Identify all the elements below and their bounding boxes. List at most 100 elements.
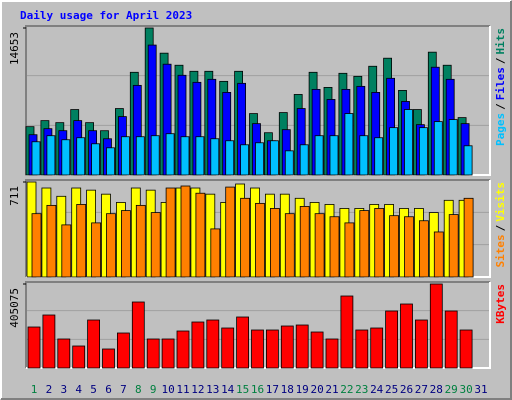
chart-title: Daily usage for April 2023 [20, 9, 192, 22]
x-tick-label: 10 [161, 383, 174, 396]
panel-bevel-dark [25, 281, 490, 368]
bar [91, 143, 100, 176]
bar [255, 202, 265, 278]
bar [210, 138, 220, 176]
x-tick-label: 16 [251, 383, 264, 396]
legend-separator: / [494, 57, 507, 64]
bar [61, 224, 72, 278]
bar [87, 319, 100, 369]
x-tick-label: 3 [60, 383, 67, 396]
bar [46, 135, 56, 176]
x-tick-label: 23 [355, 383, 368, 396]
x-tick-label: 1 [31, 383, 38, 396]
bar [463, 145, 473, 176]
x-tick-label: 18 [281, 383, 294, 396]
bar [150, 212, 161, 278]
bar [400, 303, 413, 369]
bar [389, 215, 400, 278]
bar [57, 338, 71, 369]
bar [225, 186, 236, 278]
x-tick-label: 4 [75, 383, 82, 396]
bar [121, 210, 131, 278]
x-tick-label: 31 [474, 383, 487, 396]
legend-entry: Pages [494, 113, 507, 146]
legend: KBytes [494, 284, 507, 324]
bar [46, 204, 57, 278]
bar [325, 338, 339, 369]
bar [240, 197, 251, 278]
bar [61, 139, 71, 176]
bar [299, 144, 309, 176]
bar [329, 216, 340, 278]
bar [280, 325, 294, 369]
x-tick-label: 25 [385, 383, 398, 396]
x-tick-label: 26 [400, 383, 413, 396]
bar [195, 136, 205, 176]
x-tick-label: 8 [135, 383, 142, 396]
bar [106, 147, 115, 176]
x-tick-label: 11 [176, 383, 189, 396]
bar [72, 345, 86, 369]
bar [418, 220, 429, 278]
bar [370, 327, 384, 369]
bar [146, 338, 160, 369]
bar [135, 136, 145, 176]
y-tick-label: 405075 [8, 288, 21, 328]
x-tick-label: 19 [296, 383, 309, 396]
x-tick-label: 24 [370, 383, 384, 396]
bar [359, 135, 369, 176]
x-tick-label: 9 [150, 383, 157, 396]
bar [102, 348, 115, 369]
bar [314, 135, 324, 176]
bar [165, 133, 175, 176]
bar [195, 192, 206, 278]
bar [355, 329, 369, 369]
x-tick-label: 17 [266, 383, 279, 396]
bar [121, 136, 130, 176]
x-tick-label: 13 [206, 383, 219, 396]
bar [414, 319, 428, 369]
bar [117, 332, 130, 369]
bar [161, 338, 175, 369]
x-tick-label: 30 [459, 383, 472, 396]
bar [344, 113, 354, 176]
bar [448, 119, 458, 176]
bar [463, 197, 474, 278]
bar [76, 137, 86, 176]
x-tick-label: 22 [340, 383, 353, 396]
bar [404, 109, 413, 176]
x-tick-label: 2 [46, 383, 53, 396]
legend-separator: / [494, 224, 507, 231]
bar [433, 121, 443, 176]
x-tick-label: 15 [236, 383, 249, 396]
legend-separator: / [494, 103, 507, 110]
bar [314, 213, 325, 278]
bar [404, 216, 414, 278]
panel-bevel-dark [25, 25, 490, 175]
bar [389, 127, 399, 176]
bar [310, 331, 324, 369]
x-tick-label: 27 [415, 383, 428, 396]
bar [448, 214, 459, 278]
bar [269, 208, 280, 278]
y-tick-label: 711 [8, 186, 21, 206]
bar [131, 301, 145, 369]
bar [444, 310, 458, 369]
x-tick-label: 21 [325, 383, 338, 396]
bar [42, 314, 56, 369]
bar [265, 329, 279, 369]
bar [240, 144, 250, 176]
bar [329, 135, 339, 176]
legend: Sites / Visits [494, 182, 507, 268]
bar [269, 140, 279, 176]
bar [31, 213, 42, 278]
x-tick-label: 20 [310, 383, 323, 396]
bar [433, 231, 444, 278]
x-tick-label: 29 [445, 383, 458, 396]
x-tick-label: 6 [105, 383, 112, 396]
bar [255, 142, 264, 176]
bar [210, 228, 221, 278]
bar [295, 324, 309, 369]
